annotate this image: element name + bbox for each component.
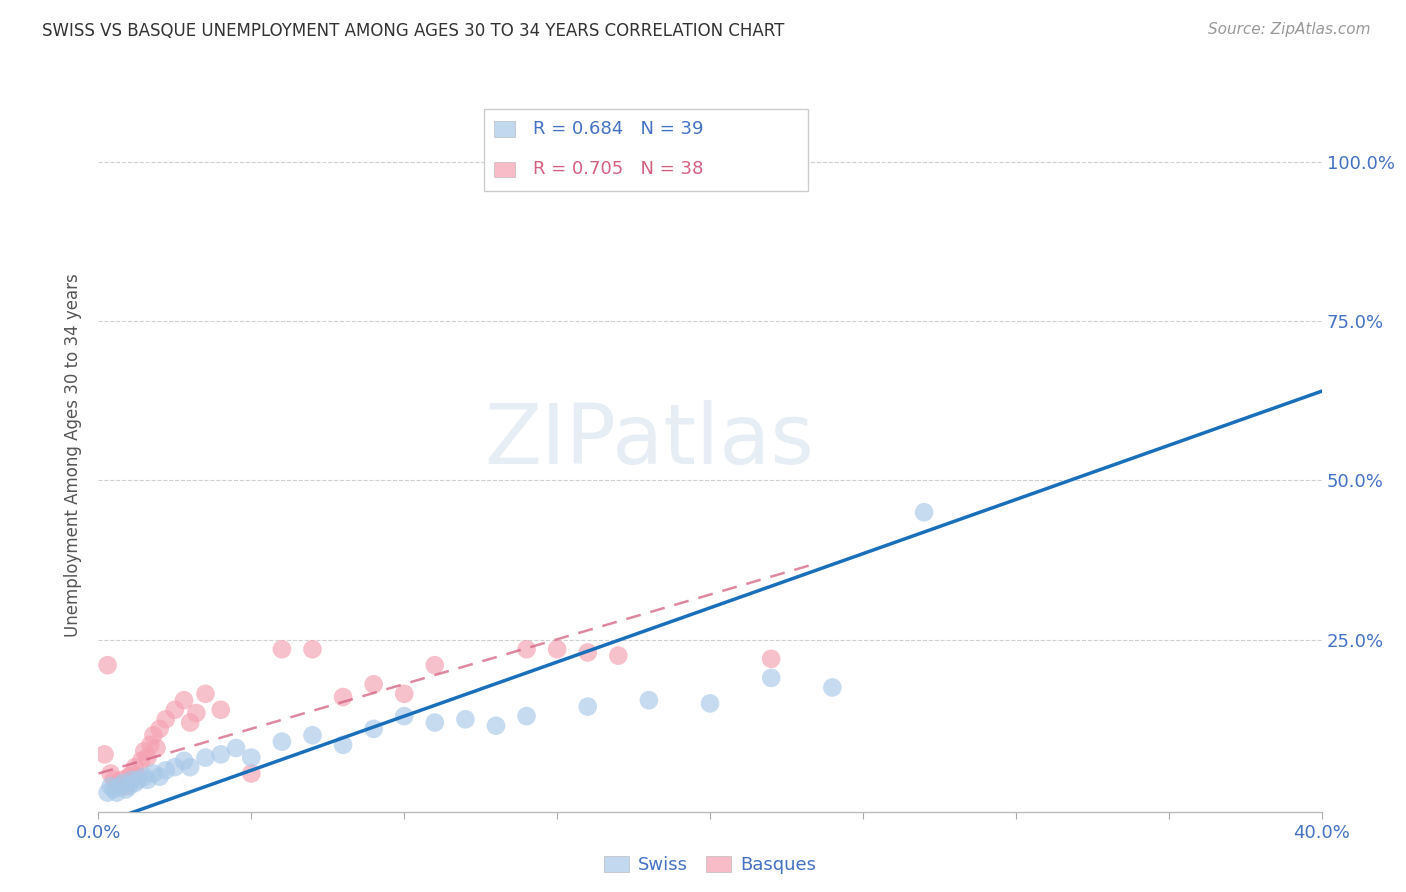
Point: [115, 782, 138, 797]
Point: [97, 786, 120, 800]
Point: [155, 712, 177, 726]
Point: [136, 772, 159, 787]
Point: [301, 728, 323, 742]
Point: [100, 779, 122, 793]
Point: [516, 709, 538, 723]
Point: [139, 738, 162, 752]
Point: [821, 681, 844, 695]
Point: [100, 766, 122, 780]
Point: [142, 728, 165, 742]
Point: [423, 715, 446, 730]
Point: [163, 760, 186, 774]
Point: [240, 750, 263, 764]
Point: [607, 648, 630, 663]
Point: [194, 687, 217, 701]
Point: [118, 770, 141, 784]
Point: [173, 754, 195, 768]
Point: [105, 776, 128, 790]
Point: [111, 772, 134, 787]
Text: R = 0.705   N = 38: R = 0.705 N = 38: [533, 161, 703, 178]
Point: [209, 703, 232, 717]
Text: ZIPatlas: ZIPatlas: [484, 401, 814, 481]
Point: [129, 754, 152, 768]
Point: [179, 715, 201, 730]
Point: [186, 706, 208, 720]
Point: [392, 709, 416, 723]
Point: [121, 772, 143, 787]
Point: [115, 779, 138, 793]
Point: [270, 734, 292, 748]
Point: [136, 750, 159, 764]
Point: [124, 776, 146, 790]
Point: [332, 738, 354, 752]
Point: [155, 764, 177, 778]
Point: [546, 642, 568, 657]
Text: R = 0.684   N = 39: R = 0.684 N = 39: [533, 120, 703, 137]
Point: [194, 750, 217, 764]
Point: [105, 786, 128, 800]
Point: [127, 770, 149, 784]
Point: [912, 505, 935, 519]
Point: [127, 772, 149, 787]
Point: [149, 722, 172, 736]
Point: [118, 779, 141, 793]
Point: [142, 766, 165, 780]
Point: [332, 690, 354, 704]
Point: [103, 772, 125, 787]
Point: [103, 782, 125, 797]
Point: [637, 693, 661, 707]
Point: [423, 658, 446, 673]
Point: [111, 776, 134, 790]
Text: SWISS VS BASQUE UNEMPLOYMENT AMONG AGES 30 TO 34 YEARS CORRELATION CHART: SWISS VS BASQUE UNEMPLOYMENT AMONG AGES …: [42, 22, 785, 40]
Point: [759, 652, 782, 666]
Legend: Swiss, Basques: Swiss, Basques: [596, 848, 824, 881]
Point: [392, 687, 416, 701]
Point: [576, 699, 599, 714]
Point: [209, 747, 232, 762]
FancyBboxPatch shape: [494, 161, 515, 178]
FancyBboxPatch shape: [494, 121, 515, 136]
Point: [134, 744, 156, 758]
Point: [93, 747, 115, 762]
Point: [516, 642, 538, 657]
Point: [363, 722, 385, 736]
Point: [363, 677, 385, 691]
FancyBboxPatch shape: [484, 109, 808, 191]
Point: [108, 779, 131, 793]
Point: [240, 766, 263, 780]
Point: [759, 671, 782, 685]
Point: [149, 770, 172, 784]
Point: [270, 642, 292, 657]
Point: [485, 719, 508, 733]
Point: [454, 712, 477, 726]
Point: [179, 760, 201, 774]
Point: [301, 642, 323, 657]
Point: [134, 770, 156, 784]
Point: [699, 697, 721, 711]
Point: [108, 779, 131, 793]
Point: [124, 760, 146, 774]
Point: [163, 703, 186, 717]
Text: Source: ZipAtlas.com: Source: ZipAtlas.com: [1208, 22, 1371, 37]
Point: [121, 766, 143, 780]
Point: [145, 741, 167, 756]
Point: [97, 658, 120, 673]
Point: [173, 693, 195, 707]
Y-axis label: Unemployment Among Ages 30 to 34 years: Unemployment Among Ages 30 to 34 years: [65, 273, 83, 637]
Point: [225, 741, 247, 756]
Point: [576, 645, 599, 659]
